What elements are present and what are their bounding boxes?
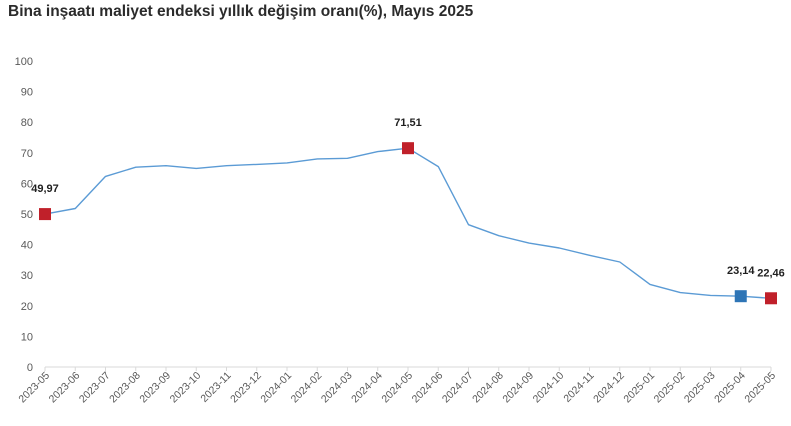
- data-label: 22,46: [757, 267, 785, 279]
- x-tick-label: 2023-11: [198, 370, 233, 405]
- x-axis: 2023-052023-062023-072023-082023-092023-…: [16, 366, 778, 406]
- x-tick-label: 2025-04: [712, 370, 748, 406]
- y-tick-label: 60: [21, 178, 33, 190]
- x-tick-label: 2024-09: [500, 370, 536, 406]
- x-tick-label: 2023-09: [137, 370, 173, 406]
- x-tick-label: 2025-01: [621, 370, 657, 406]
- x-tick-label: 2025-03: [682, 370, 718, 406]
- x-tick-label: 2024-03: [319, 370, 355, 406]
- y-tick-label: 20: [21, 301, 33, 313]
- y-tick-label: 10: [21, 331, 33, 343]
- x-tick-label: 2024-06: [410, 370, 446, 406]
- x-tick-label: 2023-07: [77, 370, 113, 406]
- y-tick-label: 50: [21, 209, 33, 221]
- y-tick-label: 30: [21, 270, 33, 282]
- y-tick-label: 100: [15, 56, 33, 68]
- x-tick-label: 2023-12: [228, 370, 264, 406]
- x-tick-label: 2025-02: [652, 370, 688, 406]
- y-tick-label: 40: [21, 240, 33, 252]
- x-tick-label: 2024-11: [561, 370, 596, 405]
- x-tick-label: 2024-10: [531, 370, 567, 406]
- chart-title: Bina inşaatı maliyet endeksi yıllık deği…: [8, 3, 474, 20]
- data-marker: [734, 290, 747, 303]
- x-tick-label: 2024-02: [289, 370, 325, 406]
- x-tick-label: 2024-05: [379, 370, 415, 406]
- y-tick-label: 70: [21, 148, 33, 160]
- data-marker: [765, 292, 777, 305]
- x-tick-label: 2024-08: [470, 370, 506, 406]
- x-tick-label: 2023-06: [47, 370, 83, 406]
- series-line: [44, 147, 772, 299]
- data-label: 23,14: [727, 265, 755, 277]
- x-tick-label: 2024-01: [258, 370, 294, 406]
- y-tick-label: 90: [21, 87, 33, 99]
- data-marker: [39, 208, 51, 221]
- data-marker: [402, 142, 414, 155]
- marker-layer: 49,97 71,51 23,14 22,46: [31, 117, 785, 305]
- y-tick-label: 80: [21, 117, 33, 129]
- x-tick-label: 2023-05: [16, 370, 52, 406]
- data-label: 71,51: [394, 117, 422, 129]
- x-tick-label: 2025-05: [742, 370, 778, 406]
- x-tick-label: 2023-10: [168, 370, 204, 406]
- y-axis: 0 10 20 30 40 50 60 70 80 90 100: [15, 56, 33, 374]
- x-tick-label: 2023-08: [107, 370, 143, 406]
- x-tick-label: 2024-04: [349, 370, 385, 406]
- data-label: 49,97: [31, 183, 59, 195]
- x-tick-label: 2024-12: [591, 370, 627, 406]
- y-tick-label: 0: [27, 362, 33, 374]
- x-tick-label: 2024-07: [440, 370, 476, 406]
- series-layer: [44, 147, 772, 299]
